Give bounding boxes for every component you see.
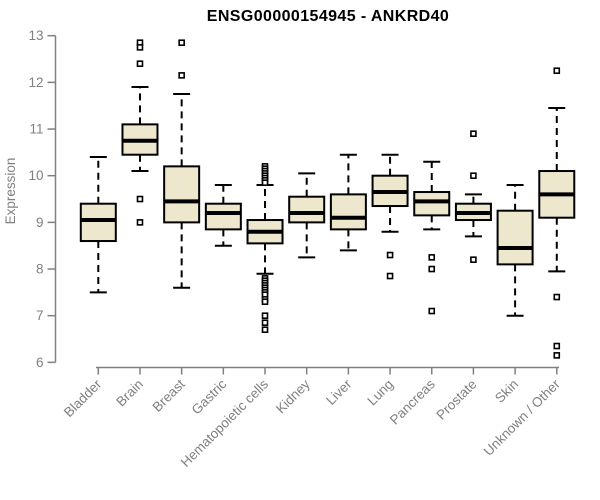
outlier-point <box>428 265 436 273</box>
box-group <box>246 163 284 334</box>
chart-title: ENSG00000154945 - ANKRD40 <box>207 8 449 25</box>
iqr-box <box>413 191 451 217</box>
outlier-point <box>136 219 144 226</box>
box-group <box>329 153 367 252</box>
y-tick-label: 10 <box>28 168 43 183</box>
box-group <box>79 156 117 294</box>
x-tick-label: Skin <box>492 377 521 406</box>
box-group <box>163 39 201 289</box>
x-tick-label: Pancreas <box>387 376 438 427</box>
y-tick-label: 13 <box>28 28 43 43</box>
y-tick-label: 11 <box>29 122 43 137</box>
outlier-point <box>553 67 561 75</box>
box-group <box>413 160 451 315</box>
iqr-box <box>204 202 242 231</box>
x-tick-label: Breast <box>150 376 188 414</box>
box-group <box>121 39 159 226</box>
y-tick-label: 9 <box>36 215 44 230</box>
box-group <box>204 184 242 247</box>
outlier-point <box>428 254 436 261</box>
x-tick-label: Prostate <box>433 377 479 423</box>
iqr-box <box>288 195 326 224</box>
outlier-point <box>136 60 144 68</box>
outlier-point <box>261 312 269 320</box>
y-tick-label: 12 <box>28 75 43 90</box>
y-tick-label: 6 <box>36 355 44 370</box>
outlier-point <box>136 195 144 203</box>
outlier-point <box>470 172 477 180</box>
outlier-point <box>553 293 561 301</box>
iqr-box <box>163 165 201 224</box>
outlier-point <box>261 298 269 306</box>
outlier-point <box>428 307 436 315</box>
outlier-point <box>178 39 185 47</box>
y-axis-title: Expression <box>3 158 18 225</box>
outlier-point <box>470 130 477 138</box>
box-group <box>496 184 534 317</box>
iqr-box <box>496 209 534 266</box>
outlier-point <box>178 72 185 79</box>
x-tick-label: Unknown / Other <box>481 376 564 459</box>
x-tick-label: Kidney <box>273 376 313 416</box>
x-tick-label: Brain <box>113 377 146 410</box>
box-group <box>454 130 492 264</box>
outlier-point <box>261 326 269 334</box>
outlier-point <box>553 342 561 350</box>
box-group <box>288 172 326 259</box>
y-tick-label: 8 <box>36 262 44 277</box>
iqr-box <box>79 202 117 243</box>
y-tick-label: 7 <box>36 308 44 323</box>
x-tick-label: Gastric <box>189 376 230 417</box>
box-group <box>538 67 576 359</box>
outlier-point <box>261 319 269 327</box>
x-tick-label: Liver <box>323 376 355 408</box>
outlier-point <box>386 251 394 259</box>
outlier-point <box>261 179 269 187</box>
outlier-point <box>553 352 561 359</box>
x-tick-label: Lung <box>364 377 396 409</box>
outlier-point <box>136 44 144 51</box>
x-tick-label: Bladder <box>61 376 105 420</box>
box-group <box>371 153 409 280</box>
boxes <box>79 39 576 359</box>
iqr-box <box>329 193 367 231</box>
outlier-point <box>470 256 477 264</box>
outlier-point <box>386 272 394 280</box>
